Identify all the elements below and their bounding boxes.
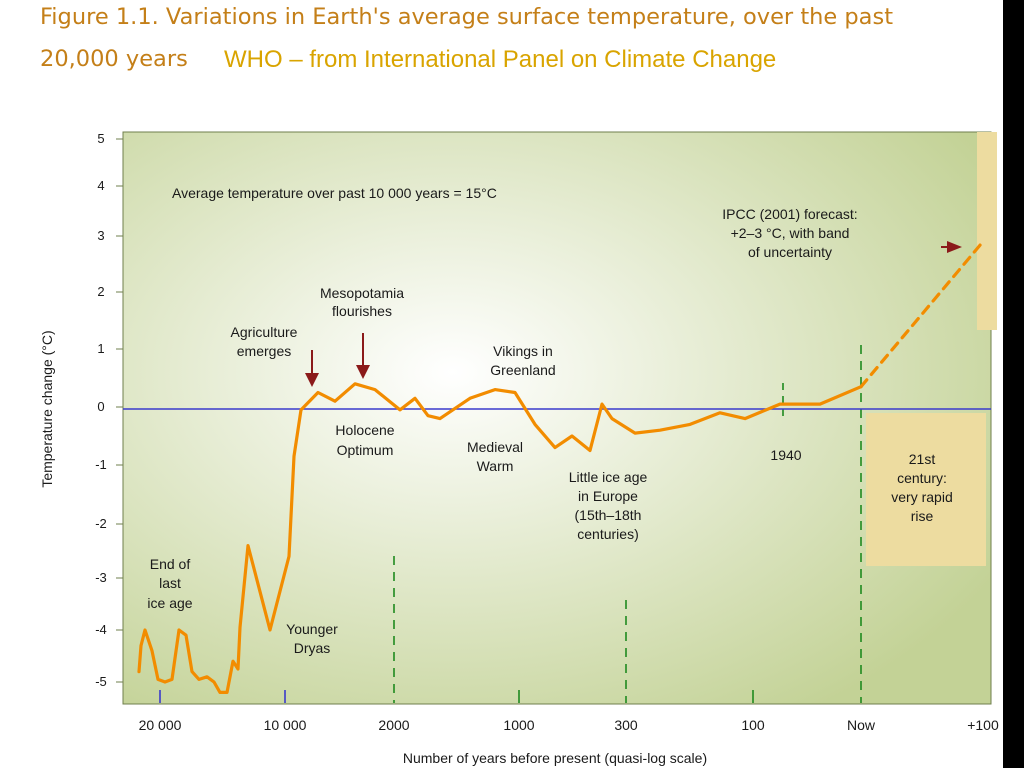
axis-ticks xyxy=(116,138,123,683)
average-temperature-note: Average temperature over past 10 000 yea… xyxy=(172,185,497,201)
x-tick-label: 1000 xyxy=(503,717,534,733)
y-tick-label: 4 xyxy=(97,178,104,193)
century-box-line-1: 21st xyxy=(909,451,936,467)
x-tick-label: 10 000 xyxy=(264,717,307,733)
y-tick-label: -3 xyxy=(95,570,107,585)
end-ice-age-label-line-1: End of xyxy=(150,556,191,572)
medieval-label-line-1: Medieval xyxy=(467,439,523,455)
x-tick-label: 20 000 xyxy=(139,717,182,733)
century-box-line-3: very rapid xyxy=(891,489,952,505)
little-ice-age-label-line-3: (15th–18th xyxy=(575,507,642,523)
period-markers xyxy=(159,345,862,703)
y-tick-labels: 5 4 3 2 1 0 -1 -2 -3 -4 -5 xyxy=(95,131,107,689)
vikings-label-line-2: Greenland xyxy=(490,362,555,378)
little-ice-age-label-line-4: centuries) xyxy=(577,526,638,542)
year-1940-label: 1940 xyxy=(770,447,801,463)
holocene-label-line-2: Optimum xyxy=(337,442,394,458)
agriculture-arrowhead xyxy=(305,373,319,387)
y-tick-label: 1 xyxy=(97,341,104,356)
y-tick-label: -1 xyxy=(95,457,107,472)
x-tick-label: 100 xyxy=(741,717,765,733)
y-tick-label: 5 xyxy=(97,131,104,146)
plot-area xyxy=(122,131,992,705)
mesopotamia-label-line-2: flourishes xyxy=(332,303,392,319)
ipcc-forecast-line-2: +2–3 °C, with band xyxy=(731,225,850,241)
x-axis-label: Number of years before present (quasi-lo… xyxy=(403,750,707,766)
annotation-arrows xyxy=(305,241,962,387)
little-ice-age-label-line-1: Little ice age xyxy=(569,469,648,485)
mesopotamia-label-line-1: Mesopotamia xyxy=(320,285,404,301)
end-ice-age-label-line-2: last xyxy=(159,575,181,591)
temperature-chart: 5 4 3 2 1 0 -1 -2 -3 -4 -5 20 000 10 000… xyxy=(39,131,999,766)
x-tick-labels: 20 000 10 000 2000 1000 300 100 Now +100 xyxy=(139,717,999,733)
y-tick-label: 2 xyxy=(97,284,104,299)
end-ice-age-label-line-3: ice age xyxy=(147,595,192,611)
century-box-line-4: rise xyxy=(911,508,934,524)
y-tick-label: -5 xyxy=(95,674,107,689)
mesopotamia-arrowhead xyxy=(356,365,370,379)
figure-title-line-1: Figure 1.1. Variations in Earth's averag… xyxy=(40,4,894,30)
temperature-series-line xyxy=(137,382,863,695)
younger-dryas-label-line-1: Younger xyxy=(286,621,338,637)
vikings-label-line-1: Vikings in xyxy=(493,343,553,359)
twenty-first-century-box xyxy=(866,413,986,566)
uncertainty-band xyxy=(977,132,997,330)
x-tick-label: Now xyxy=(847,717,876,733)
y-tick-label: -4 xyxy=(95,622,107,637)
y-tick-label: -2 xyxy=(95,516,107,531)
younger-dryas-label-line-2: Dryas xyxy=(294,640,331,656)
x-tick-label: 2000 xyxy=(378,717,409,733)
ipcc-forecast-line-3: of uncertainty xyxy=(748,244,832,260)
figure-title-line-2: 20,000 years xyxy=(40,46,188,72)
forecast-dashed-line xyxy=(859,240,985,389)
y-tick-label: 0 xyxy=(97,399,104,414)
chart-annotations: Average temperature over past 10 000 yea… xyxy=(147,185,952,656)
y-axis-label: Temperature change (°C) xyxy=(39,330,55,487)
agriculture-label-line-1: Agriculture xyxy=(231,324,298,340)
x-tick-label: 300 xyxy=(614,717,638,733)
slide-edge-bar xyxy=(1003,0,1024,768)
ipcc-forecast-line-1: IPCC (2001) forecast: xyxy=(722,206,857,222)
x-tick-label: +100 xyxy=(967,717,999,733)
century-box-line-2: century: xyxy=(897,470,947,486)
forecast-arrowhead xyxy=(947,241,962,253)
medieval-label-line-2: Warm xyxy=(477,458,514,474)
figure-source-subtitle: WHO – from International Panel on Climat… xyxy=(224,46,777,73)
agriculture-label-line-2: emerges xyxy=(237,343,291,359)
little-ice-age-label-line-2: in Europe xyxy=(578,488,638,504)
holocene-label-line-1: Holocene xyxy=(335,422,394,438)
y-tick-label: 3 xyxy=(97,228,104,243)
